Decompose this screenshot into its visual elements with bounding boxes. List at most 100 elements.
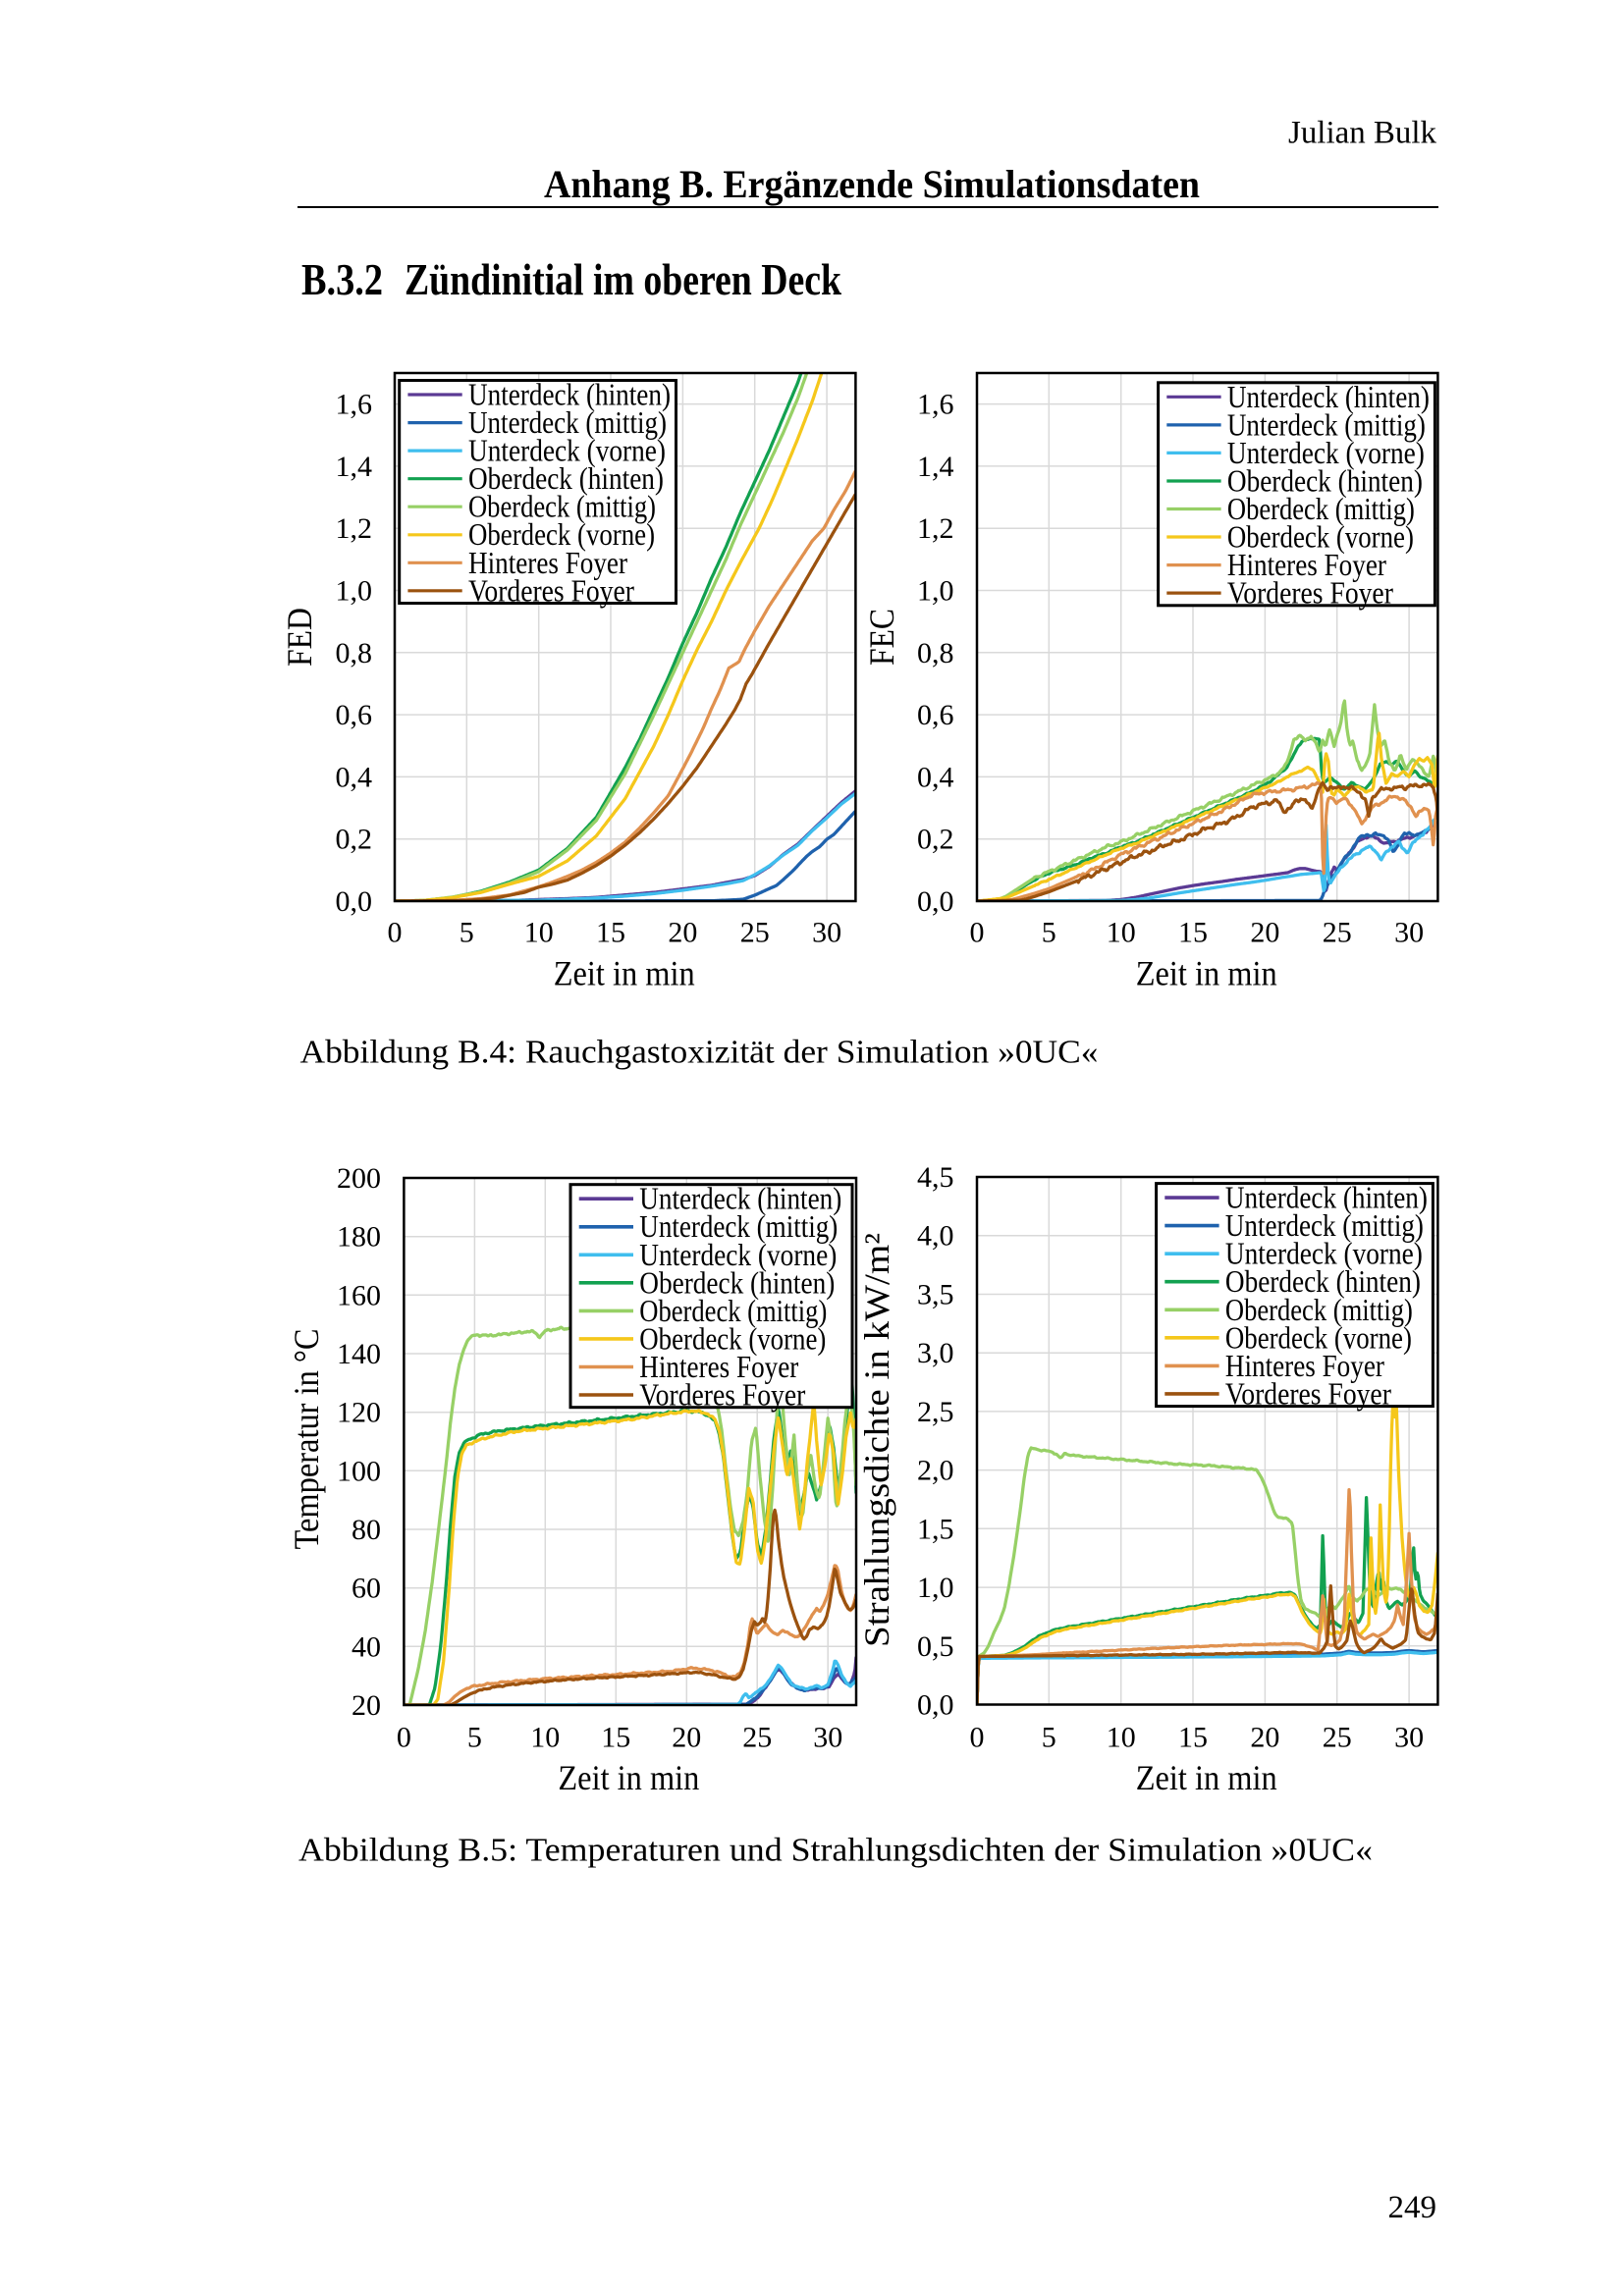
svg-text:0: 0 (397, 1722, 411, 1754)
svg-text:1,0: 1,0 (917, 1572, 954, 1604)
svg-text:1,6: 1,6 (336, 389, 373, 421)
svg-text:Temperatur in °C: Temperatur in °C (287, 1329, 326, 1550)
svg-text:1,5: 1,5 (917, 1513, 954, 1545)
svg-text:Vorderes Foyer: Vorderes Foyer (1227, 575, 1393, 611)
svg-text:Hinteres Foyer: Hinteres Foyer (1227, 547, 1386, 582)
svg-text:Unterdeck (hinten): Unterdeck (hinten) (1227, 379, 1430, 414)
svg-text:FEC: FEC (862, 609, 901, 666)
svg-text:20: 20 (352, 1689, 381, 1722)
svg-text:0,0: 0,0 (336, 885, 373, 918)
svg-text:15: 15 (1178, 1722, 1208, 1754)
svg-text:Unterdeck (mittig): Unterdeck (mittig) (639, 1208, 838, 1244)
svg-text:0,4: 0,4 (917, 761, 954, 793)
svg-text:Abbildung B.4: Rauchgastoxizit: Abbildung B.4: Rauchgastoxizität der Sim… (300, 1035, 1099, 1071)
svg-text:25: 25 (740, 917, 770, 949)
svg-text:FED: FED (280, 608, 319, 667)
svg-text:25: 25 (1323, 917, 1352, 949)
svg-text:Oberdeck (mittig): Oberdeck (mittig) (468, 489, 656, 524)
svg-text:B.3.2: B.3.2 (301, 254, 383, 304)
svg-text:1,2: 1,2 (336, 512, 373, 545)
svg-text:3,0: 3,0 (917, 1337, 954, 1369)
svg-text:Unterdeck (mittig): Unterdeck (mittig) (1227, 406, 1426, 442)
svg-text:Oberdeck (vorne): Oberdeck (vorne) (1225, 1319, 1412, 1355)
svg-text:0,2: 0,2 (336, 824, 373, 856)
svg-text:15: 15 (596, 917, 625, 949)
svg-text:Unterdeck (vorne): Unterdeck (vorne) (468, 433, 666, 468)
svg-text:Unterdeck (hinten): Unterdeck (hinten) (468, 377, 671, 412)
svg-text:160: 160 (337, 1279, 381, 1311)
svg-text:Hinteres Foyer: Hinteres Foyer (468, 545, 627, 580)
svg-text:30: 30 (1394, 1722, 1424, 1754)
svg-text:40: 40 (352, 1630, 381, 1663)
svg-text:10: 10 (524, 917, 554, 949)
svg-text:60: 60 (352, 1573, 381, 1605)
svg-text:0,0: 0,0 (917, 1689, 954, 1722)
svg-text:10: 10 (1107, 1722, 1136, 1754)
svg-text:Hinteres Foyer: Hinteres Foyer (639, 1349, 798, 1384)
svg-text:30: 30 (1394, 917, 1424, 949)
svg-text:4,0: 4,0 (917, 1220, 954, 1253)
svg-text:1,6: 1,6 (917, 389, 954, 421)
svg-text:Zündinitial im oberen Deck: Zündinitial im oberen Deck (405, 254, 841, 304)
svg-text:1,2: 1,2 (917, 512, 954, 545)
svg-text:0,4: 0,4 (336, 761, 373, 793)
svg-text:Abbildung B.5: Temperaturen un: Abbildung B.5: Temperaturen und Strahlun… (298, 1832, 1373, 1868)
svg-text:0,2: 0,2 (917, 824, 954, 856)
svg-text:5: 5 (467, 1722, 482, 1754)
svg-text:Oberdeck (hinten): Oberdeck (hinten) (1225, 1263, 1421, 1299)
svg-text:20: 20 (668, 917, 697, 949)
svg-text:140: 140 (337, 1338, 381, 1370)
svg-text:Oberdeck (mittig): Oberdeck (mittig) (1225, 1292, 1413, 1327)
svg-text:Unterdeck (mittig): Unterdeck (mittig) (1225, 1207, 1424, 1243)
svg-text:Hinteres Foyer: Hinteres Foyer (1225, 1348, 1384, 1383)
svg-text:1,0: 1,0 (917, 575, 954, 608)
svg-text:Unterdeck (mittig): Unterdeck (mittig) (468, 404, 667, 440)
svg-text:15: 15 (1178, 917, 1208, 949)
svg-text:Zeit in min: Zeit in min (1136, 1758, 1277, 1797)
svg-text:Oberdeck (vorne): Oberdeck (vorne) (468, 516, 655, 552)
svg-text:Oberdeck (vorne): Oberdeck (vorne) (1227, 519, 1414, 555)
svg-text:0,5: 0,5 (917, 1630, 954, 1663)
svg-text:Oberdeck (hinten): Oberdeck (hinten) (1227, 463, 1423, 499)
svg-text:10: 10 (530, 1722, 560, 1754)
svg-text:Oberdeck (hinten): Oberdeck (hinten) (639, 1264, 835, 1300)
svg-text:0,8: 0,8 (336, 637, 373, 669)
svg-text:0: 0 (970, 1722, 985, 1754)
svg-text:Unterdeck (hinten): Unterdeck (hinten) (1225, 1180, 1428, 1215)
svg-text:1,0: 1,0 (336, 575, 373, 608)
svg-text:25: 25 (742, 1722, 772, 1754)
svg-text:0,6: 0,6 (336, 699, 373, 731)
svg-text:120: 120 (337, 1397, 381, 1429)
svg-text:Unterdeck (vorne): Unterdeck (vorne) (1227, 435, 1425, 470)
svg-text:Strahlungsdichte in kW/m²: Strahlungsdichte in kW/m² (857, 1233, 896, 1647)
svg-text:0,6: 0,6 (917, 699, 954, 731)
svg-text:0: 0 (388, 917, 403, 949)
svg-text:Anhang B. Ergänzende Simulatio: Anhang B. Ergänzende Simulationsdaten (544, 162, 1200, 206)
svg-text:1,4: 1,4 (336, 451, 373, 483)
svg-text:0,8: 0,8 (917, 637, 954, 669)
svg-text:200: 200 (337, 1162, 381, 1195)
svg-text:3,5: 3,5 (917, 1279, 954, 1311)
svg-text:20: 20 (1250, 917, 1279, 949)
svg-text:5: 5 (460, 917, 474, 949)
svg-text:Oberdeck (mittig): Oberdeck (mittig) (639, 1293, 827, 1328)
svg-text:180: 180 (337, 1221, 381, 1254)
svg-text:4,5: 4,5 (917, 1161, 954, 1194)
svg-text:25: 25 (1323, 1722, 1352, 1754)
svg-text:Unterdeck (hinten): Unterdeck (hinten) (639, 1181, 841, 1216)
svg-text:Unterdeck (vorne): Unterdeck (vorne) (1225, 1236, 1423, 1271)
svg-text:Oberdeck (hinten): Oberdeck (hinten) (468, 460, 664, 496)
svg-text:Zeit in min: Zeit in min (554, 954, 695, 993)
svg-text:Unterdeck (vorne): Unterdeck (vorne) (639, 1237, 837, 1272)
svg-text:Julian Bulk: Julian Bulk (1288, 116, 1436, 151)
svg-text:Vorderes Foyer: Vorderes Foyer (639, 1377, 805, 1413)
svg-text:20: 20 (1250, 1722, 1279, 1754)
svg-text:1,4: 1,4 (917, 451, 954, 483)
svg-text:2,5: 2,5 (917, 1396, 954, 1428)
svg-text:5: 5 (1042, 917, 1056, 949)
svg-text:Zeit in min: Zeit in min (558, 1758, 699, 1797)
svg-text:30: 30 (812, 917, 841, 949)
svg-text:Zeit in min: Zeit in min (1136, 954, 1277, 993)
svg-text:2,0: 2,0 (917, 1455, 954, 1487)
svg-text:Vorderes Foyer: Vorderes Foyer (468, 572, 634, 608)
